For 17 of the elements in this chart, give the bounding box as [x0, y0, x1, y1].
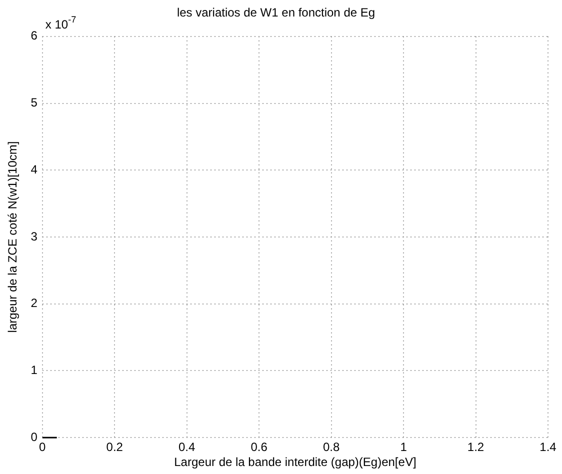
chart-title: les variatios de W1 en fonction de Eg: [176, 6, 376, 20]
x-tick-label: 0.4: [178, 440, 196, 454]
y-tick-label: 3: [30, 229, 38, 244]
y-tick-label: 6: [30, 28, 38, 43]
x-tick-label: 1.2: [467, 440, 484, 454]
y-tick-label: 1: [30, 363, 38, 378]
x-tick-label: 0.6: [250, 440, 268, 454]
y-tick-label: 4: [30, 162, 38, 176]
y-tick-label: 5: [30, 96, 38, 110]
y-tick-label: 0: [30, 430, 38, 444]
x-tick-label: 1.4: [540, 440, 557, 454]
y-axis-title: largeur de la ZCE coté N(w1)[10cm]: [6, 141, 20, 333]
x-tick-label: 0.8: [322, 440, 340, 454]
y-tick-label: 2: [30, 296, 38, 310]
x-tick-label: 1: [400, 440, 408, 454]
x-tick-label: 0.2: [106, 440, 124, 454]
x-axis-title: Largeur de la bande interdite (gap)(Eg)en[eV]: [174, 455, 416, 470]
